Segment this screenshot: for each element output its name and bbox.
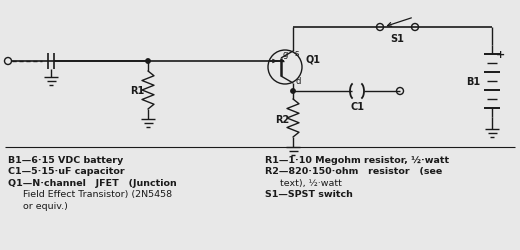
Circle shape [291, 90, 295, 94]
Text: R1—1·10 Megohm resistor, ½·watt: R1—1·10 Megohm resistor, ½·watt [265, 156, 449, 164]
Text: Field Effect Transistor) (2N5458: Field Effect Transistor) (2N5458 [8, 190, 172, 199]
Text: R2—820·150·ohm   resistor   (see: R2—820·150·ohm resistor (see [265, 167, 442, 176]
Text: or equiv.): or equiv.) [8, 201, 68, 210]
Text: S1—SPST switch: S1—SPST switch [265, 190, 353, 199]
Text: +: + [496, 50, 505, 60]
Text: C1—5·15·uF capacitor: C1—5·15·uF capacitor [8, 167, 125, 176]
Text: Q1—N·channel   JFET   (Junction: Q1—N·channel JFET (Junction [8, 178, 177, 187]
Circle shape [146, 60, 150, 64]
Text: B1: B1 [466, 77, 480, 87]
Text: g: g [282, 50, 288, 59]
Text: s: s [295, 49, 300, 58]
Text: text), ½·watt: text), ½·watt [265, 178, 342, 187]
Text: Q1: Q1 [305, 55, 320, 65]
Text: R2: R2 [275, 114, 289, 124]
Text: R1: R1 [130, 86, 144, 96]
Text: S1: S1 [391, 34, 405, 44]
Text: d: d [295, 77, 301, 86]
Text: C1: C1 [350, 102, 364, 112]
Text: B1—6·15 VDC battery: B1—6·15 VDC battery [8, 156, 123, 164]
